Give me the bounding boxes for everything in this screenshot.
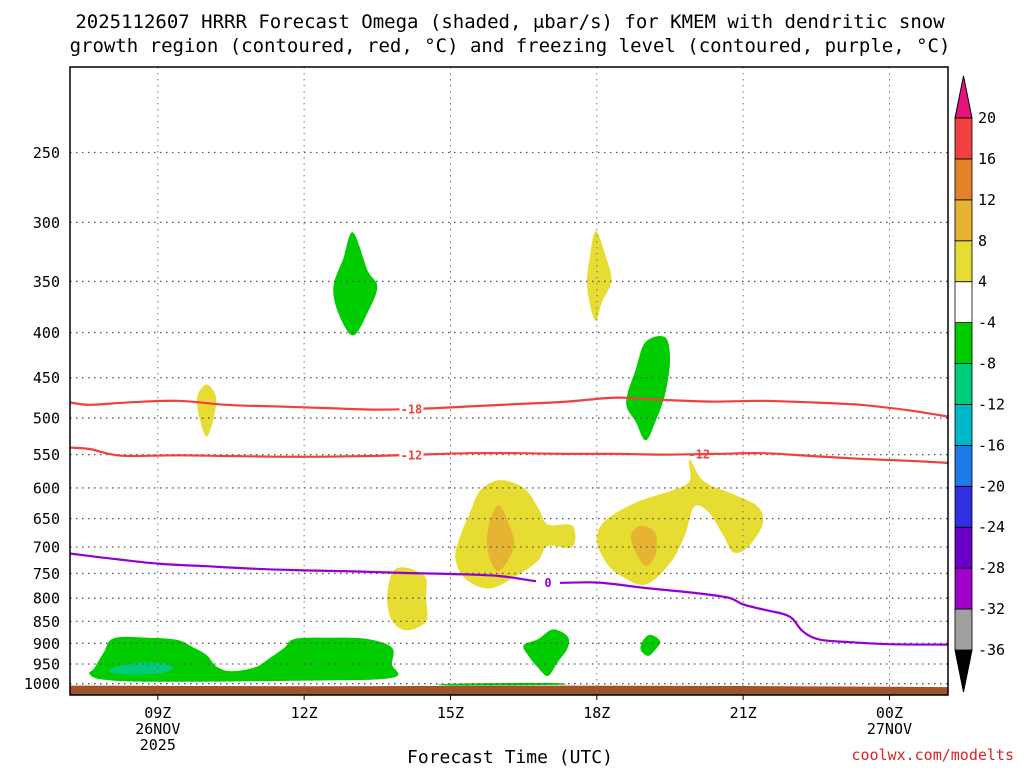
colorbar-label--24: -24: [978, 518, 1005, 536]
x-tick-label-21Z-0: 21Z: [730, 704, 757, 722]
y-tick-450: 450: [33, 369, 60, 387]
colorbar-label-20: 20: [978, 109, 996, 127]
y-tick-950: 950: [33, 656, 60, 674]
contour-line-2: [70, 552, 948, 646]
x-tick-label-09Z-0: 09Z: [144, 704, 171, 722]
y-tick-350: 350: [33, 273, 60, 291]
omega-region-6: [640, 634, 661, 656]
colorbar-swatch--12: [954, 363, 973, 405]
y-tick-650: 650: [33, 510, 60, 528]
x-tick-label-09Z-1: 26NOV: [135, 720, 180, 738]
y-tick-500: 500: [33, 410, 60, 428]
colorbar-swatch-4: [954, 240, 973, 283]
y-tick-400: 400: [33, 324, 60, 342]
plot-area: -18 -12 0 -12: [70, 67, 948, 695]
omega-region-3: [108, 662, 173, 675]
omega-region-13: [630, 525, 657, 566]
colorbar-label--8: -8: [978, 355, 996, 373]
contour-line-1: [70, 446, 948, 464]
y-tick-900: 900: [33, 635, 60, 653]
colorbar-label-8: 8: [978, 232, 987, 250]
credit-text: coolwx.com/modelts: [851, 746, 1014, 764]
pressure-axis: 250 300 350 400 450 500 550 600 650 700 750 800 850 9…: [24, 144, 60, 693]
colorbar-label-16: 16: [978, 150, 996, 168]
colorbar-label--12: -12: [978, 395, 1005, 413]
chart-title-line-2: growth region (contoured, red, °C) and f…: [70, 35, 951, 57]
contour-label-0: -18: [401, 402, 423, 416]
colorbar-label--28: -28: [978, 559, 1005, 577]
colorbar-swatch--20: [954, 444, 973, 487]
omega-region-11: [596, 459, 764, 585]
colorbar: -36 -32 -28 -24 -20 -16 -12 -8 -4 4 8 12 16 20: [954, 75, 1005, 693]
colorbar-under-arrow: [954, 649, 973, 693]
y-tick-600: 600: [33, 479, 60, 497]
y-tick-1000: 1000: [24, 675, 60, 693]
colorbar-label--20: -20: [978, 477, 1005, 495]
y-tick-850: 850: [33, 613, 60, 631]
omega-region-12: [486, 505, 515, 572]
colorbar-swatch--24: [954, 485, 973, 528]
x-tick-label-15Z-0: 15Z: [437, 704, 464, 722]
x-tick-label-00Z-0: 00Z: [876, 704, 903, 722]
contour-label-bg-1: [399, 447, 424, 462]
contour-label-bg-2: [536, 575, 561, 590]
colorbar-swatch--36: [954, 608, 973, 651]
colorbar-swatch--16: [954, 404, 973, 446]
ground-surface: [70, 685, 948, 695]
colorbar-label-12: 12: [978, 191, 996, 209]
omega-region-1: [626, 336, 670, 441]
colorbar-swatch-16: [954, 117, 973, 160]
y-tick-550: 550: [33, 446, 60, 464]
contour-label-2: 0: [544, 576, 551, 590]
colorbar-label--4: -4: [978, 314, 996, 332]
y-tick-300: 300: [33, 214, 60, 232]
x-tick-label-18Z-0: 18Z: [583, 704, 610, 722]
omega-region-0: [333, 232, 378, 336]
omega-region-5: [523, 629, 570, 677]
colorbar-over-arrow: [954, 75, 973, 119]
omega-region-7: [587, 231, 612, 321]
contour-label-1: -12: [401, 448, 423, 462]
colorbar-swatch--8: [954, 322, 973, 364]
omega-region-10: [455, 480, 576, 589]
plot-frame: [69, 66, 949, 696]
colorbar-swatch--28: [954, 526, 973, 569]
colorbar-label--36: -36: [978, 641, 1005, 659]
colorbar-label-4: 4: [978, 273, 987, 291]
colorbar-swatch--32: [954, 567, 973, 610]
colorbar-swatch-8: [954, 199, 973, 242]
contour-line-0: [70, 396, 948, 418]
colorbar-swatch--4: [954, 281, 973, 324]
y-tick-750: 750: [33, 565, 60, 583]
y-tick-250: 250: [33, 144, 60, 162]
omega-region-8: [196, 384, 217, 437]
y-tick-700: 700: [33, 539, 60, 557]
contour-label-bg-0: [399, 401, 424, 416]
colorbar-swatch-12: [954, 158, 973, 201]
x-tick-label-12Z-0: 12Z: [291, 704, 318, 722]
x-tick-label-09Z-2: 2025: [140, 736, 176, 754]
chart-title-line-1: 2025112607 HRRR Forecast Omega (shaded, …: [75, 11, 945, 33]
x-tick-label-00Z-1: 27NOV: [867, 720, 912, 738]
colorbar-label--32: -32: [978, 600, 1005, 618]
y-tick-800: 800: [33, 590, 60, 608]
contour-label-1b: -12: [688, 448, 710, 462]
colorbar-label--16: -16: [978, 436, 1005, 454]
x-axis-label: Forecast Time (UTC): [407, 747, 613, 768]
